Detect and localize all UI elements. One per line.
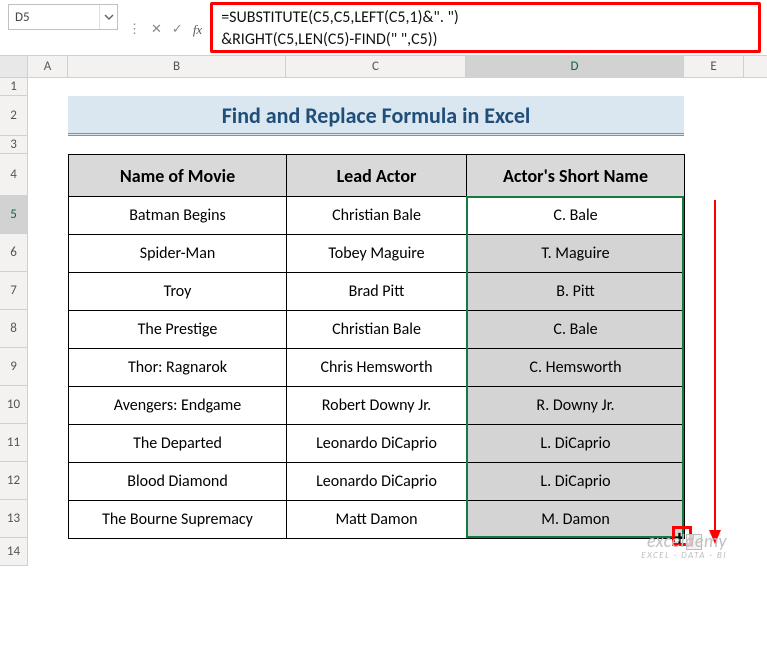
select-all-corner[interactable] xyxy=(0,56,28,77)
cell[interactable]: The Bourne Supremacy xyxy=(69,501,287,539)
cell[interactable]: Leonardo DiCaprio xyxy=(287,425,467,463)
table-row: Blood DiamondLeonardo DiCaprioL. DiCapri… xyxy=(69,463,685,501)
cell[interactable]: Avengers: Endgame xyxy=(69,387,287,425)
cell[interactable]: L. DiCaprio xyxy=(467,463,685,501)
cell[interactable]: Blood Diamond xyxy=(69,463,287,501)
cell[interactable]: L. DiCaprio xyxy=(467,425,685,463)
row-header-7[interactable]: 7 xyxy=(0,272,27,310)
row-header-9[interactable]: 9 xyxy=(0,348,27,386)
formula-line-1: =SUBSTITUTE(C5,C5,LEFT(C5,1)&". ") xyxy=(221,7,750,29)
table-row: Avengers: EndgameRobert Downy Jr.R. Down… xyxy=(69,387,685,425)
column-header-c[interactable]: C xyxy=(286,56,466,77)
column-headers: ABCDE xyxy=(0,56,767,78)
cell[interactable]: Troy xyxy=(69,273,287,311)
row-header-11[interactable]: 11 xyxy=(0,424,27,462)
cancel-icon[interactable]: ✕ xyxy=(151,22,162,37)
cell[interactable]: The Prestige xyxy=(69,311,287,349)
cell[interactable]: The Departed xyxy=(69,425,287,463)
separator-icon: ⋮ xyxy=(128,22,141,37)
chevron-down-icon xyxy=(104,12,114,22)
table-row: Batman BeginsChristian BaleC. Bale xyxy=(69,197,685,235)
name-box[interactable]: D5 xyxy=(8,4,118,30)
enter-icon[interactable]: ✓ xyxy=(172,22,183,37)
row-headers: 1234567891011121314 xyxy=(0,78,28,566)
table-header-c: Lead Actor xyxy=(287,155,467,197)
formula-bar-area: D5 ⋮ ✕ ✓ fx =SUBSTITUTE(C5,C5,LEFT(C5,1)… xyxy=(0,0,767,56)
cell[interactable]: C. Bale xyxy=(467,311,685,349)
row-header-10[interactable]: 10 xyxy=(0,386,27,424)
column-header-a[interactable]: A xyxy=(28,56,68,77)
cell[interactable]: Thor: Ragnarok xyxy=(69,349,287,387)
watermark: exceldemyEXCEL · DATA · BI xyxy=(506,532,727,554)
name-box-value: D5 xyxy=(9,10,99,25)
cell[interactable]: Christian Bale xyxy=(287,311,467,349)
row-header-8[interactable]: 8 xyxy=(0,310,27,348)
cell[interactable]: T. Maguire xyxy=(467,235,685,273)
cell[interactable]: Robert Downy Jr. xyxy=(287,387,467,425)
annotation-arrow-line xyxy=(714,200,716,530)
row-header-12[interactable]: 12 xyxy=(0,462,27,500)
column-header-e[interactable]: E xyxy=(684,56,744,77)
cell[interactable]: Chris Hemsworth xyxy=(287,349,467,387)
worksheet[interactable]: Find and Replace Formula in Excel Name of… xyxy=(28,78,767,566)
cell[interactable]: Christian Bale xyxy=(287,197,467,235)
formula-bar[interactable]: =SUBSTITUTE(C5,C5,LEFT(C5,1)&". ") &RIGH… xyxy=(210,2,761,53)
page-title: Find and Replace Formula in Excel xyxy=(68,96,684,136)
row-header-5[interactable]: 5 xyxy=(0,196,27,234)
row-header-4[interactable]: 4 xyxy=(0,154,27,196)
row-header-6[interactable]: 6 xyxy=(0,234,27,272)
fx-icon[interactable]: fx xyxy=(193,22,202,38)
cell[interactable]: Batman Begins xyxy=(69,197,287,235)
watermark-line2: EXCEL · DATA · BI xyxy=(506,551,727,560)
formula-line-2: &RIGHT(C5,LEN(C5)-FIND(" ",C5)) xyxy=(221,29,750,51)
table-row: The PrestigeChristian BaleC. Bale xyxy=(69,311,685,349)
table-row: TroyBrad PittB. Pitt xyxy=(69,273,685,311)
row-header-2[interactable]: 2 xyxy=(0,96,27,136)
cell[interactable]: Leonardo DiCaprio xyxy=(287,463,467,501)
table-row: Thor: RagnarokChris HemsworthC. Hemswort… xyxy=(69,349,685,387)
column-header-d[interactable]: D xyxy=(466,56,684,77)
row-header-1[interactable]: 1 xyxy=(0,78,27,96)
formula-bar-controls: ⋮ ✕ ✓ fx xyxy=(124,0,210,55)
row-header-3[interactable]: 3 xyxy=(0,136,27,154)
table-header-b: Name of Movie xyxy=(69,155,287,197)
name-box-dropdown[interactable] xyxy=(99,5,117,29)
column-header-b[interactable]: B xyxy=(68,56,286,77)
table-header-d: Actor's Short Name xyxy=(467,155,685,197)
row-header-14[interactable]: 14 xyxy=(0,538,27,566)
cell[interactable]: Brad Pitt xyxy=(287,273,467,311)
data-table: Name of MovieLead ActorActor's Short Nam… xyxy=(68,154,685,539)
cell[interactable]: C. Hemsworth xyxy=(467,349,685,387)
cell[interactable]: Matt Damon xyxy=(287,501,467,539)
table-row: The DepartedLeonardo DiCaprioL. DiCaprio xyxy=(69,425,685,463)
watermark-line1: exceldemy xyxy=(506,532,727,551)
cell[interactable]: C. Bale xyxy=(467,197,685,235)
row-header-13[interactable]: 13 xyxy=(0,500,27,538)
cell[interactable]: Tobey Maguire xyxy=(287,235,467,273)
cell[interactable]: R. Downy Jr. xyxy=(467,387,685,425)
cell[interactable]: Spider-Man xyxy=(69,235,287,273)
cell[interactable]: B. Pitt xyxy=(467,273,685,311)
table-row: Spider-ManTobey MaguireT. Maguire xyxy=(69,235,685,273)
